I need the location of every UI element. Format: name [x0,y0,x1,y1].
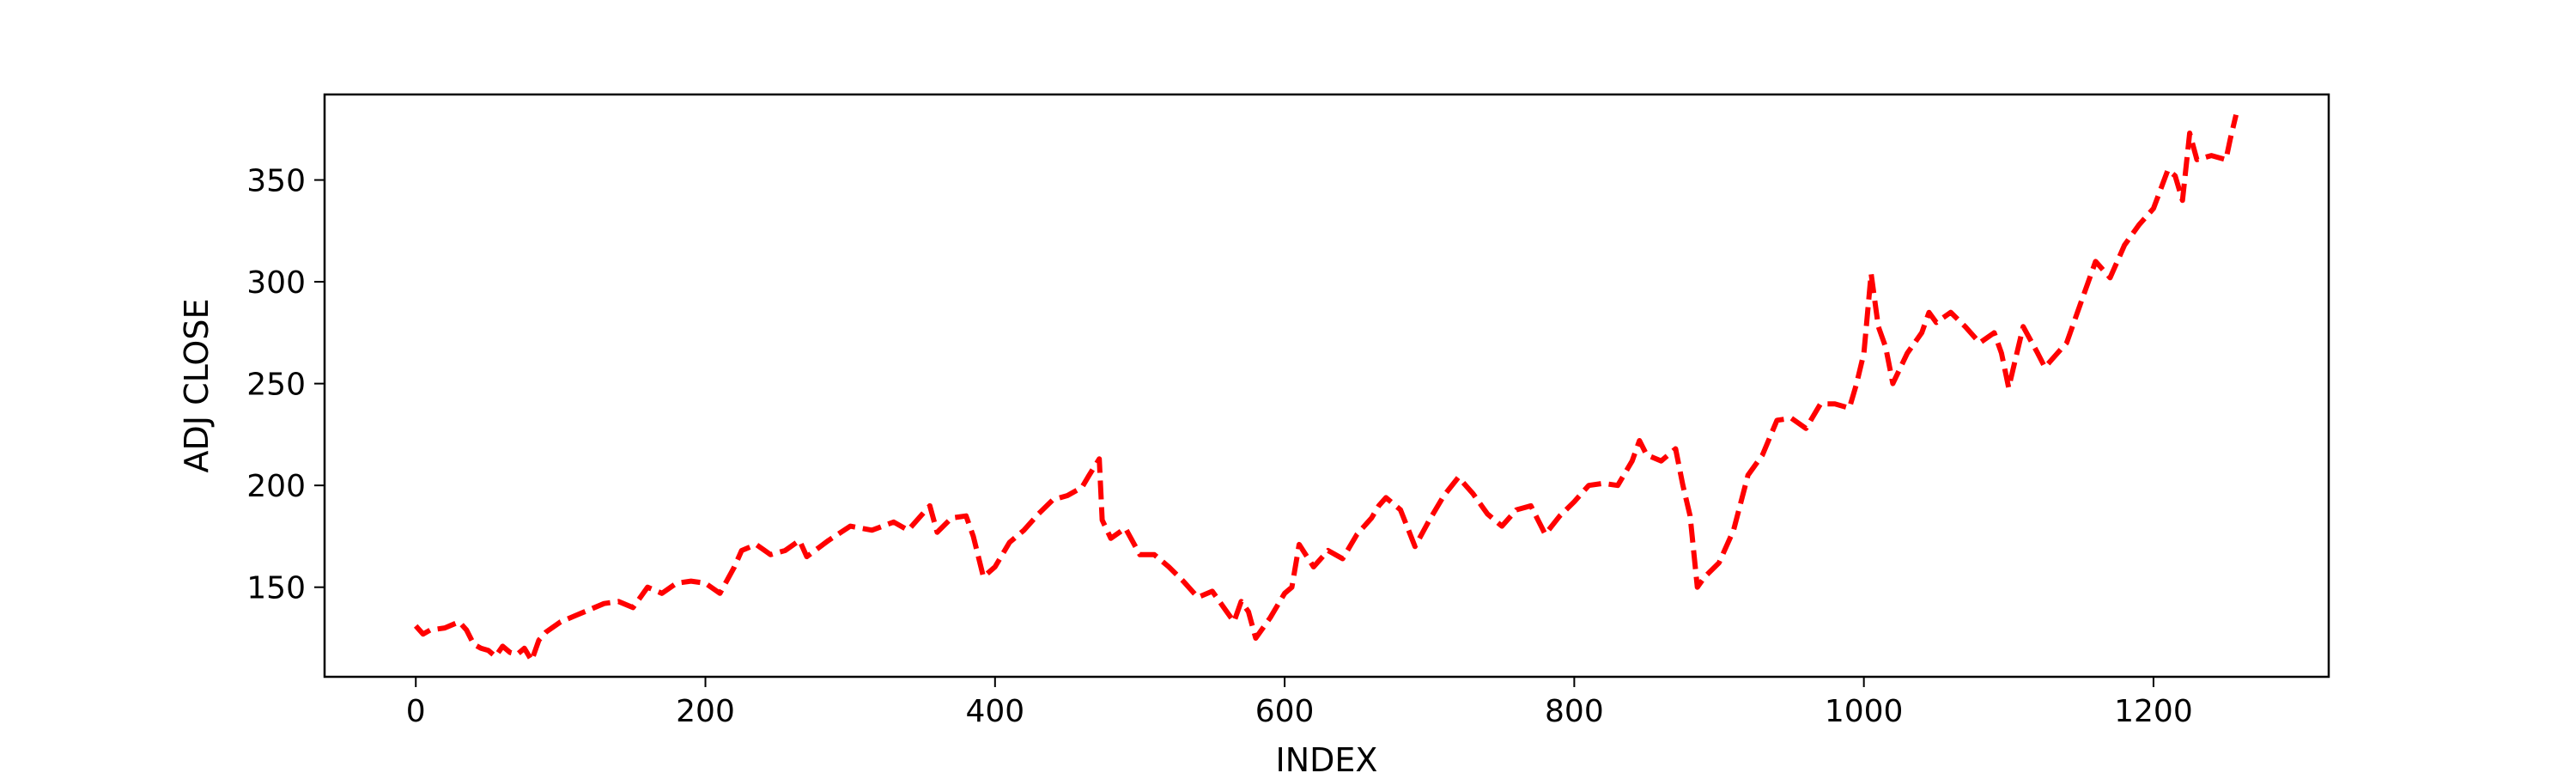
y-tick-label: 350 [246,164,306,199]
x-tick-label: 0 [406,694,426,729]
series-line-0 [413,114,2239,663]
y-tick-label: 250 [246,368,306,403]
x-tick-label: 400 [965,694,1024,729]
x-tick-label: 200 [676,694,735,729]
x-tick-label: 1000 [1825,694,1904,729]
x-tick-label: 1200 [2114,694,2193,729]
axes-frame [323,93,2330,679]
y-tick-label: 150 [246,571,306,606]
x-tick-label: 600 [1255,694,1315,729]
x-axis-label: INDEX [1276,741,1378,773]
y-tick-label: 200 [246,469,306,504]
plot-area [413,114,2239,663]
y-tick-label: 300 [246,265,306,301]
y-axis-label: ADJ CLOSE [178,299,216,473]
y-axis: 150 200 250 300 350 [246,164,325,606]
x-axis: 0 200 400 600 800 1000 1200 [406,677,2193,729]
x-tick-label: 800 [1545,694,1604,729]
